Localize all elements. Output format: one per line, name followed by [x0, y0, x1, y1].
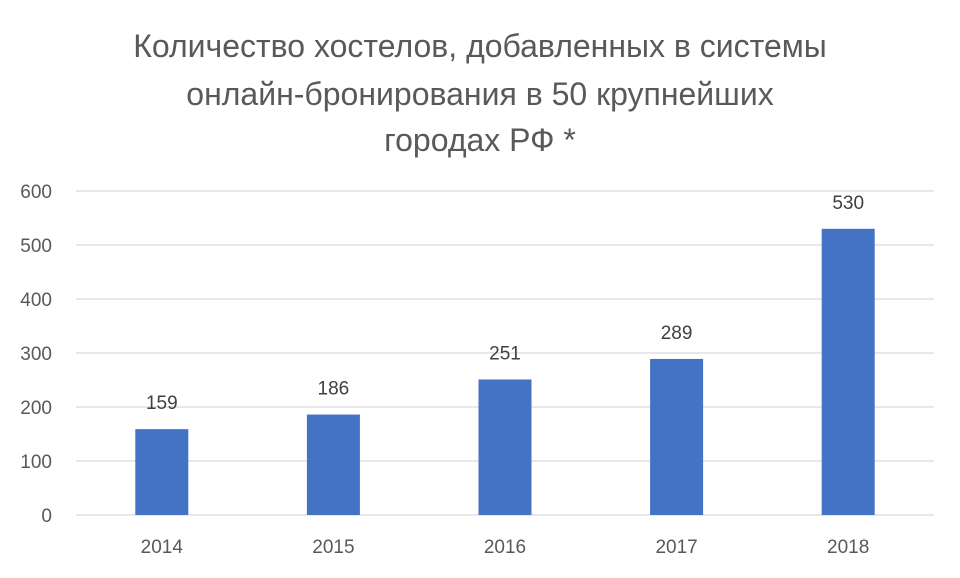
y-tick-label-200: 200	[20, 398, 52, 419]
data-label-2017: 289	[661, 323, 693, 344]
data-label-2014: 159	[146, 393, 178, 414]
y-tick-label-300: 300	[20, 344, 52, 365]
x-tick-label-2016: 2016	[484, 537, 526, 558]
y-tick-label-400: 400	[20, 290, 52, 311]
data-label-2016: 251	[489, 343, 521, 364]
x-tick-label-2018: 2018	[827, 537, 869, 558]
y-tick-label-100: 100	[20, 452, 52, 473]
x-tick-label-2015: 2015	[312, 537, 354, 558]
data-label-2018: 530	[832, 193, 864, 214]
bar-2018	[821, 228, 875, 516]
bar-2014	[135, 429, 189, 515]
y-tick-label-600: 600	[20, 182, 52, 203]
y-tick-label-0: 0	[41, 506, 52, 527]
data-label-2015: 186	[318, 379, 350, 400]
bar-2016	[478, 379, 532, 515]
x-tick-label-2014: 2014	[141, 537, 184, 558]
bar-2015	[306, 414, 360, 515]
chart-title-line-1: Количество хостелов, добавленных в систе…	[133, 28, 827, 64]
chart-title-line-2: онлайн-бронирования в 50 крупнейших	[186, 76, 774, 112]
bar-2017	[650, 358, 704, 515]
x-tick-label-2017: 2017	[655, 537, 697, 558]
chart-title-line-3: городах РФ *	[384, 122, 576, 158]
y-tick-label-500: 500	[20, 236, 52, 257]
